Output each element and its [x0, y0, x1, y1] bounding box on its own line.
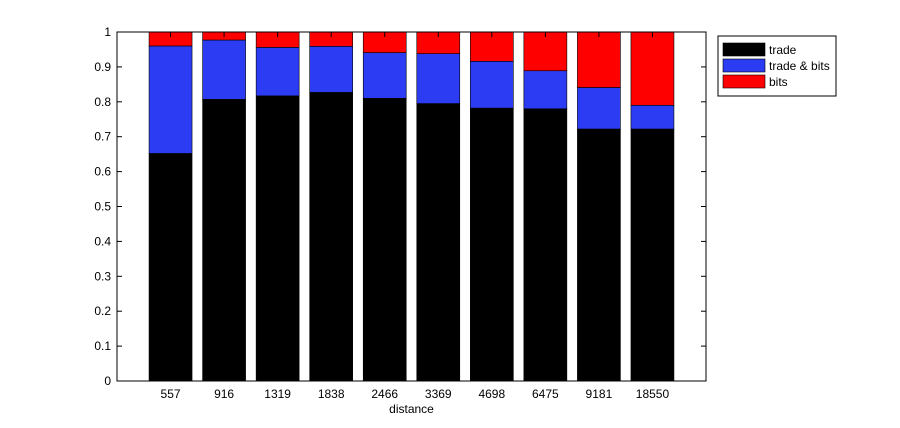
bar-segment-4698-2	[470, 61, 514, 109]
bar-segment-2466-1	[362, 98, 407, 382]
x-tick-label-1838: 1838	[318, 387, 345, 401]
bar-segment-2466-2	[362, 52, 407, 99]
bar-segment-1838-2	[309, 46, 353, 93]
y-tick-label: 0.4	[94, 234, 111, 248]
y-axis: 0 0.1 0.2 0.3 0.4 0.5 0.6 0.7 0.8 0.9 1	[94, 25, 706, 388]
x-tick-label-916: 916	[214, 387, 234, 401]
y-tick-label: 0.2	[94, 304, 111, 318]
x-tick-label-557: 557	[161, 387, 181, 401]
x-tick-label-1319: 1319	[264, 387, 291, 401]
x-tick-label-4698: 4698	[478, 387, 505, 401]
bars-group	[148, 31, 675, 382]
bar-segment-1319-1	[255, 95, 300, 382]
y-tick-label: 0.7	[94, 130, 111, 144]
bar-segment-3369-2	[416, 53, 461, 104]
legend-swatch-3	[722, 74, 766, 89]
x-tick-label-18550: 18550	[636, 387, 670, 401]
bar-segment-557-1	[148, 153, 193, 382]
bar-segment-18550-3	[630, 31, 675, 106]
y-tick-label: 0	[104, 374, 111, 388]
bar-segment-1838-1	[309, 92, 353, 382]
bar-segment-1319-2	[255, 47, 300, 97]
bar-segment-3369-1	[416, 103, 461, 382]
bar-segment-4698-1	[470, 107, 514, 382]
y-tick-label: 0.5	[94, 200, 111, 214]
bar-segment-6475-3	[523, 31, 568, 72]
legend: trade trade & bits bits	[717, 35, 837, 97]
bar-segment-9181-2	[577, 87, 621, 130]
x-tick-label-9181: 9181	[586, 387, 613, 401]
bar-segment-916-1	[202, 99, 246, 382]
legend-swatch-2	[722, 58, 766, 73]
bar-segment-6475-2	[523, 70, 568, 110]
y-tick-label: 1	[104, 25, 111, 39]
bar-segment-9181-1	[577, 128, 621, 382]
bar-segment-916-2	[202, 39, 246, 100]
bar-segment-9181-3	[577, 31, 621, 88]
y-tick-label: 0.3	[94, 269, 111, 283]
legend-label-2: trade & bits	[769, 59, 830, 73]
legend-label-1: trade	[769, 43, 797, 57]
legend-label-3: bits	[769, 75, 788, 89]
x-tick-label-6475: 6475	[532, 387, 559, 401]
y-tick-label: 0.9	[94, 60, 111, 74]
x-tick-label-2466: 2466	[371, 387, 398, 401]
y-tick-label: 0.6	[94, 165, 111, 179]
x-axis: 557 916 1319 1838 2466 3369 4698 6475 9181 18550	[161, 32, 670, 401]
y-tick-label: 0.1	[94, 339, 111, 353]
bar-segment-18550-1	[630, 128, 675, 382]
y-tick-label: 0.8	[94, 95, 111, 109]
legend-swatch-1	[722, 42, 766, 57]
bar-segment-557-2	[148, 45, 193, 154]
x-axis-label: distance	[389, 402, 434, 416]
bar-segment-6475-1	[523, 108, 568, 382]
bar-segment-18550-2	[630, 104, 675, 130]
x-tick-label-3369: 3369	[425, 387, 452, 401]
